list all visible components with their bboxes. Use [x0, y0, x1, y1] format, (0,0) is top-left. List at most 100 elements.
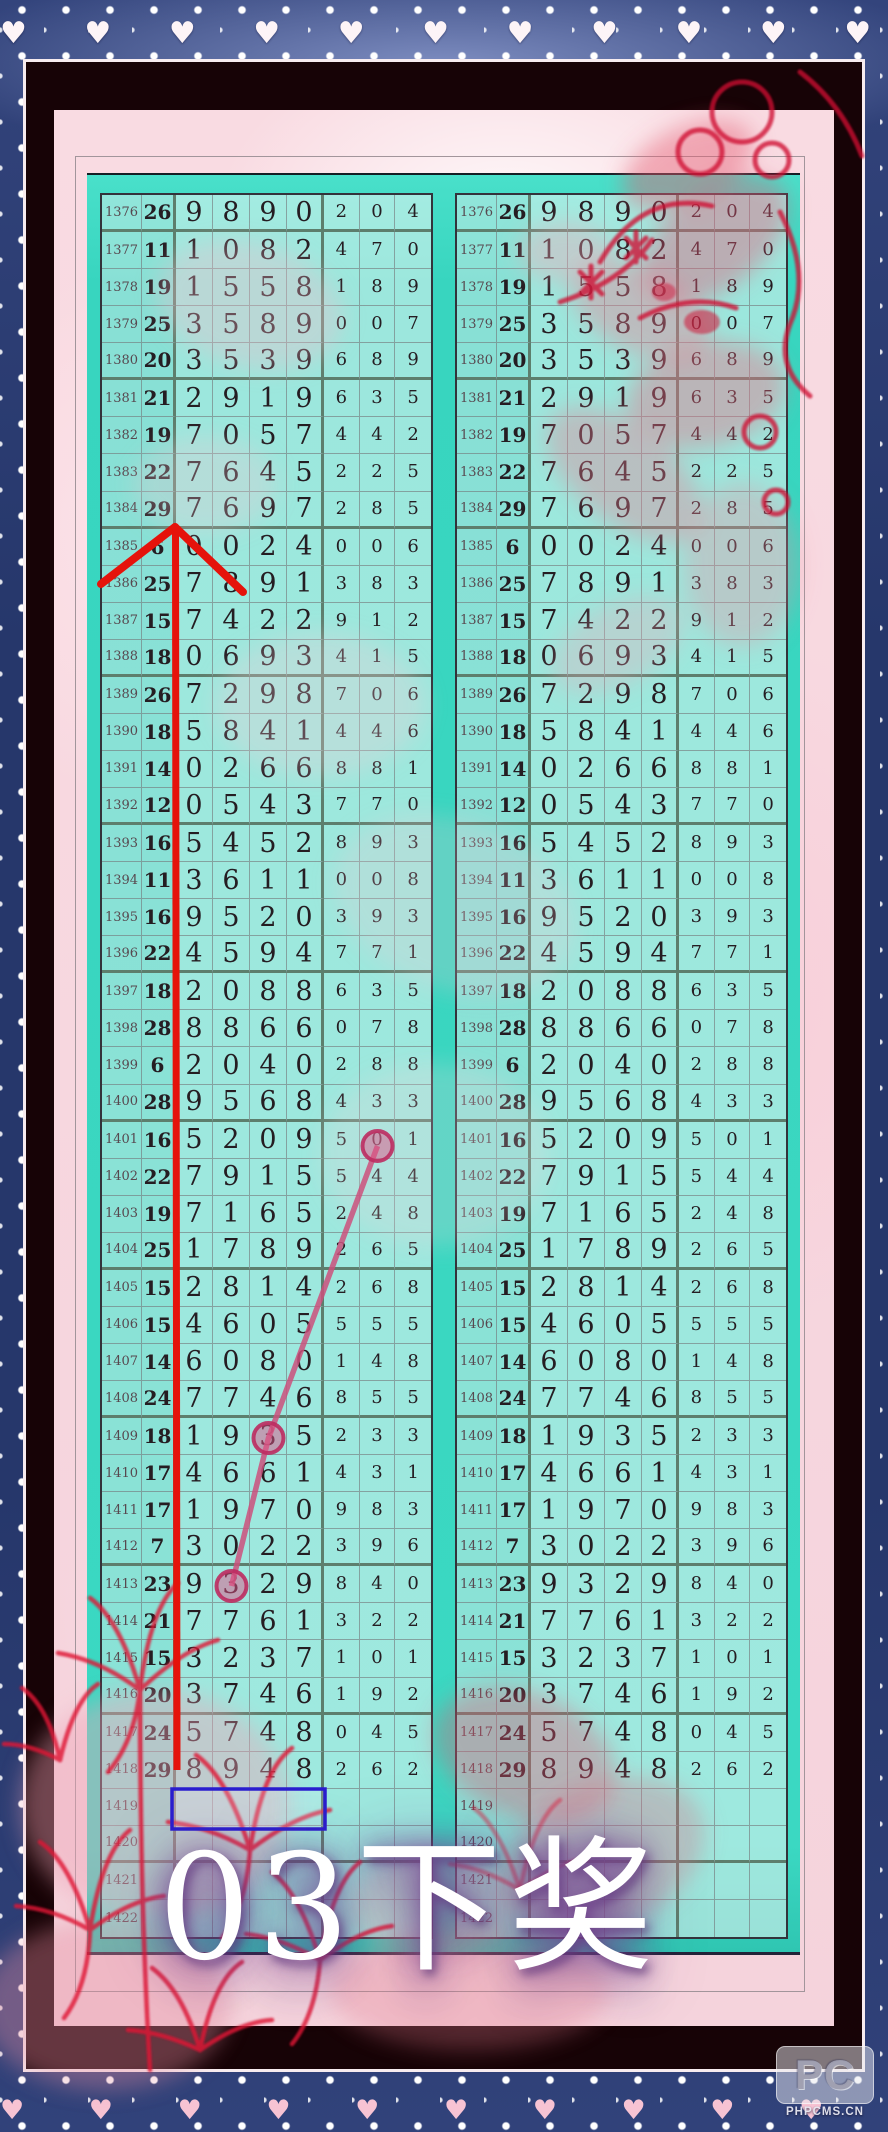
sum-cell: 28	[142, 1084, 176, 1122]
table-row-1389: 1389 26 7 2 9 8 7 0 6	[102, 676, 431, 714]
table-row-1414: 1414 21 7 7 6 1 3 2 2	[457, 1603, 786, 1641]
extra-cell: 5	[395, 454, 431, 492]
digit-cell: 1	[176, 1232, 213, 1270]
table-row-1416: 1416 20 3 7 4 6 1 9 2	[457, 1677, 786, 1715]
digit-cell: 9	[287, 1232, 324, 1270]
table-row-1394: 1394 11 3 6 1 1 0 0 8	[102, 862, 431, 900]
digit-cell: 7	[213, 1232, 250, 1270]
table-row-1416: 1416 20 3 7 4 6 1 9 2	[102, 1677, 431, 1715]
digit-cell: 8	[568, 1010, 605, 1048]
extra-cell: 7	[359, 232, 396, 270]
digit-cell: 3	[250, 1418, 287, 1456]
issue-cell: 1397	[457, 973, 497, 1011]
extra-cell: 6	[395, 528, 431, 566]
digit-cell: 9	[605, 639, 642, 677]
digit-cell: 5	[250, 269, 287, 307]
digit-cell: 2	[287, 1529, 324, 1567]
table-row-1402: 1402 22 7 9 1 5 5 4 4	[102, 1158, 431, 1196]
digit-cell: 8	[250, 1232, 287, 1270]
sum-cell: 22	[142, 1158, 176, 1196]
extra-cell: 8	[324, 750, 360, 788]
digit-cell: 3	[176, 306, 213, 344]
extra-cell: 5	[324, 1158, 360, 1196]
digit-cell: 4	[568, 602, 605, 640]
extra-cell: 8	[714, 565, 751, 603]
extra-cell: 3	[679, 1529, 715, 1567]
table-row-1413: 1413 23 9 3 2 9 8 4 0	[457, 1566, 786, 1604]
extra-cell: 2	[324, 1195, 360, 1233]
digit-cell: 2	[213, 750, 250, 788]
sum-cell: 7	[497, 1529, 531, 1567]
extra-cell: 2	[679, 195, 715, 233]
digit-cell: 7	[176, 1381, 213, 1419]
table-row-1382: 1382 19 7 0 5 7 4 4 2	[102, 417, 431, 455]
digit-cell: 5	[176, 1714, 213, 1752]
digit-cell: 0	[287, 899, 324, 937]
digit-cell: 2	[642, 232, 679, 270]
extra-cell: 5	[750, 1714, 786, 1752]
extra-cell: 0	[359, 195, 396, 233]
table-row-1412: 1412 7 3 0 2 2 3 9 6	[457, 1529, 786, 1567]
extra-cell: 0	[359, 676, 396, 714]
digit-cell: 6	[250, 1010, 287, 1048]
digit-cell: 2	[568, 750, 605, 788]
extra-cell: 8	[750, 1269, 786, 1307]
extra-cell: 5	[750, 973, 786, 1011]
digit-cell: 9	[605, 565, 642, 603]
extra-cell: 8	[714, 750, 751, 788]
digit-cell: 7	[568, 1381, 605, 1419]
table-row-1376: 1376 26 9 8 9 0 2 0 4	[457, 195, 786, 233]
digit-cell: 7	[531, 676, 568, 714]
extra-cell: 4	[359, 1714, 396, 1752]
digit-cell: 9	[568, 1492, 605, 1530]
table-row-1411: 1411 17 1 9 7 0 9 8 3	[102, 1492, 431, 1530]
issue-cell: 1419	[457, 1788, 497, 1826]
issue-cell: 1380	[457, 343, 497, 381]
digit-cell: 6	[213, 1306, 250, 1344]
issue-cell: 1385	[102, 528, 142, 566]
extra-cell: 8	[750, 1195, 786, 1233]
digit-cell: 3	[250, 1640, 287, 1678]
table-row-1385: 1385 6 0 0 2 4 0 0 6	[457, 528, 786, 566]
issue-cell: 1417	[457, 1714, 497, 1752]
digit-cell: 0	[250, 1306, 287, 1344]
extra-cell: 9	[359, 1529, 396, 1567]
digit-cell: 7	[176, 491, 213, 529]
extra-cell: 8	[324, 825, 360, 863]
issue-cell: 1415	[102, 1640, 142, 1678]
digit-cell: 0	[531, 750, 568, 788]
issue-cell: 1390	[457, 713, 497, 751]
table-row-1380: 1380 20 3 5 3 9 6 8 9	[457, 343, 786, 381]
digit-cell: 9	[250, 639, 287, 677]
sum-cell: 12	[497, 788, 531, 826]
digit-cell: 9	[176, 1084, 213, 1122]
issue-cell: 1416	[102, 1677, 142, 1715]
extra-cell: 5	[750, 639, 786, 677]
digit-cell: 5	[250, 825, 287, 863]
extra-cell: 0	[359, 1640, 396, 1678]
digit-cell: 6	[642, 750, 679, 788]
sum-cell: 11	[142, 232, 176, 270]
digit-cell: 7	[531, 454, 568, 492]
digit-cell: 8	[605, 232, 642, 270]
issue-cell: 1391	[457, 750, 497, 788]
digit-cell: 8	[568, 713, 605, 751]
digit-cell: 1	[605, 380, 642, 418]
digit-cell: 9	[605, 491, 642, 529]
digit-cell: 7	[642, 1640, 679, 1678]
table-row-1379: 1379 25 3 5 8 9 0 0 7	[457, 306, 786, 344]
digit-cell: 7	[176, 1603, 213, 1641]
digit-cell: 4	[642, 1269, 679, 1307]
digit-cell: 6	[605, 750, 642, 788]
extra-cell: 9	[750, 343, 786, 381]
extra-cell: 5	[750, 454, 786, 492]
table-row-1419: 1419	[102, 1788, 431, 1826]
digit-cell: 9	[250, 195, 287, 233]
digit-cell: 5	[213, 936, 250, 974]
digit-cell: 6	[213, 862, 250, 900]
issue-cell: 1414	[457, 1603, 497, 1641]
digit-cell: 9	[568, 1418, 605, 1456]
sum-cell: 22	[497, 936, 531, 974]
extra-cell: 1	[679, 269, 715, 307]
digit-cell: 2	[213, 1640, 250, 1678]
